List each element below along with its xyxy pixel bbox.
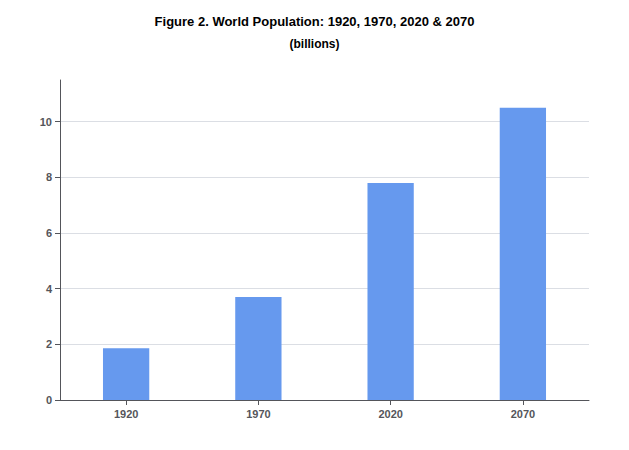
- svg-text:(billions): (billions): [290, 37, 340, 51]
- svg-text:Figure 2. World Population: 19: Figure 2. World Population: 1920, 1970, …: [155, 14, 475, 29]
- svg-text:10: 10: [40, 116, 52, 128]
- svg-text:2: 2: [46, 338, 52, 350]
- svg-text:4: 4: [46, 283, 53, 295]
- svg-text:0: 0: [46, 394, 52, 406]
- svg-text:1970: 1970: [246, 408, 270, 420]
- svg-text:1920: 1920: [114, 408, 138, 420]
- svg-text:8: 8: [46, 171, 52, 183]
- svg-text:2020: 2020: [378, 408, 402, 420]
- svg-text:2070: 2070: [511, 408, 535, 420]
- svg-text:6: 6: [46, 227, 52, 239]
